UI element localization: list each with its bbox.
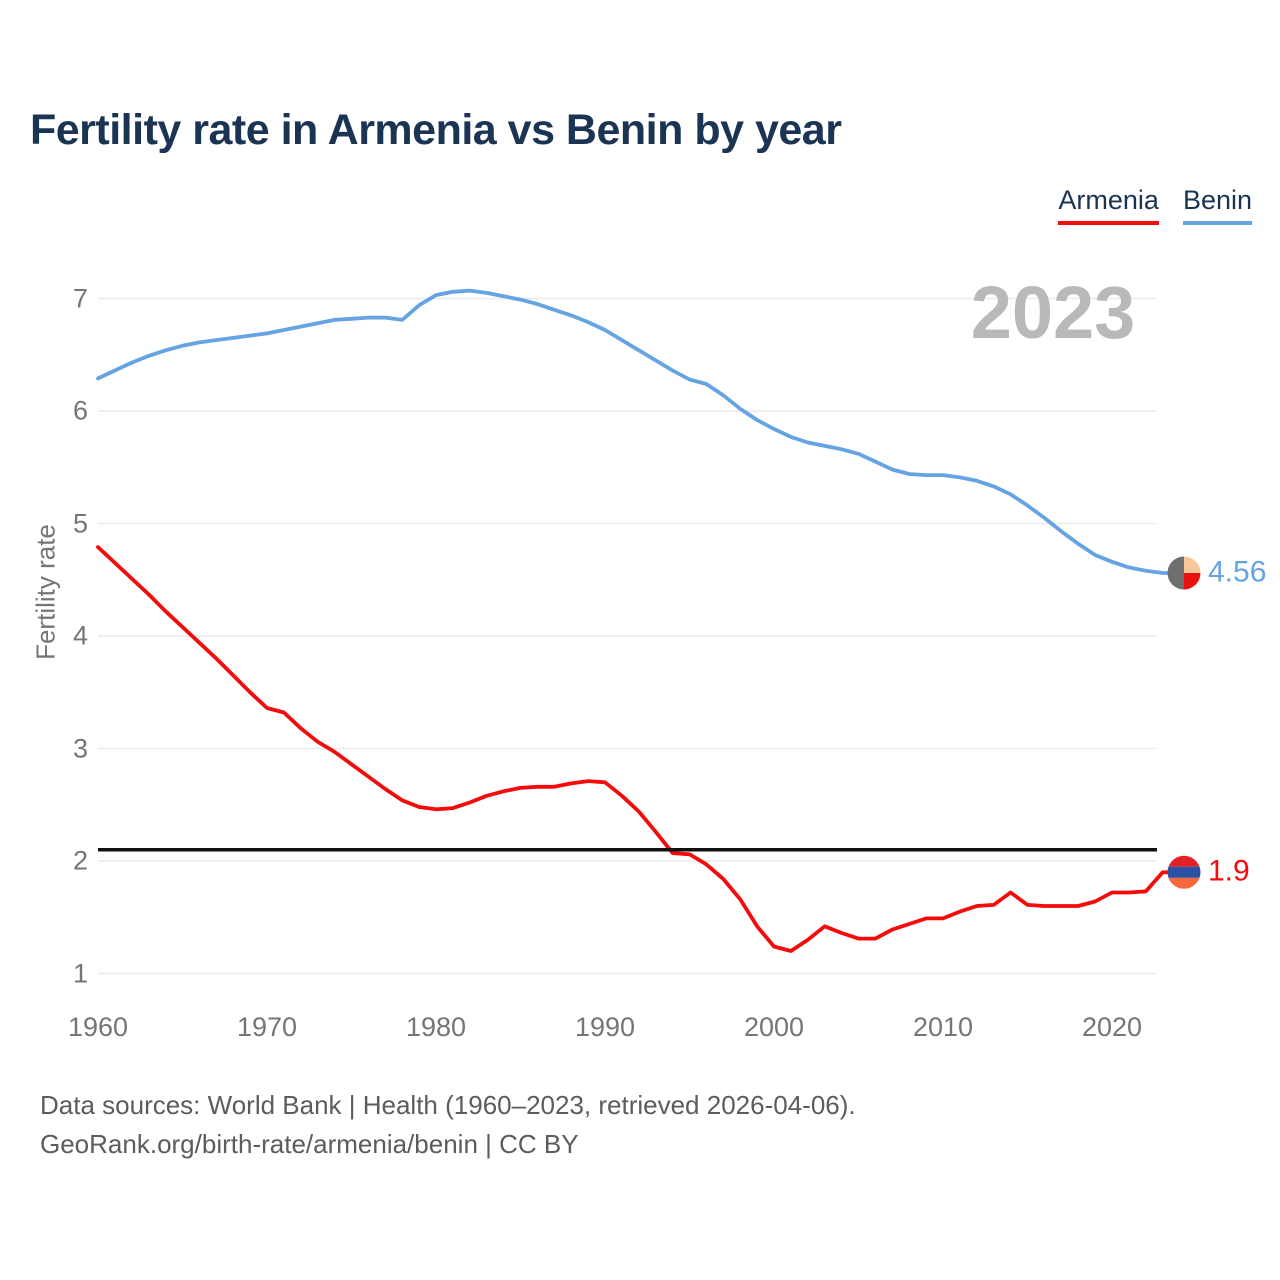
armenia-flag-dot[interactable] — [1167, 855, 1201, 889]
footer: Data sources: World Bank | Health (1960–… — [40, 1086, 856, 1164]
legend-item-benin[interactable]: Benin — [1182, 185, 1252, 225]
y-tick-label: 3 — [72, 733, 88, 763]
y-tick-label: 1 — [72, 958, 88, 988]
x-tick-label: 2010 — [912, 1012, 974, 1042]
y-tick-label: 5 — [72, 508, 88, 538]
x-tick-label: 1960 — [67, 1012, 129, 1042]
y-tick-label: 6 — [72, 395, 88, 426]
benin-flag-dot[interactable] — [1167, 556, 1201, 590]
footer-sources-line: Data sources: World Bank | Health (1960–… — [40, 1090, 856, 1120]
x-tick-label: 1990 — [574, 1012, 636, 1042]
x-tick-label: 2020 — [1081, 1012, 1143, 1042]
x-tick-label: 1970 — [236, 1012, 298, 1042]
end-label-armenia: 1.9 — [1208, 854, 1250, 888]
y-tick-label: 7 — [72, 283, 88, 313]
armenia-series-line[interactable] — [96, 545, 1173, 953]
end-label-benin: 4.56 — [1208, 555, 1267, 589]
y-tick-label: 2 — [72, 845, 88, 876]
y-tick-label: 4 — [72, 620, 88, 651]
benin-series-line[interactable] — [96, 288, 1173, 575]
legend: Armenia Benin — [1058, 185, 1252, 225]
x-tick-label: 1980 — [405, 1012, 467, 1042]
page-title: Fertility rate in Armenia vs Benin by ye… — [30, 106, 842, 154]
x-tick-label: 2000 — [743, 1012, 805, 1042]
watermark-year: 2023 — [970, 271, 1136, 354]
legend-item-armenia[interactable]: Armenia — [1058, 185, 1159, 225]
footer-license-line: GeoRank.org/birth-rate/armenia/benin | C… — [40, 1129, 579, 1159]
